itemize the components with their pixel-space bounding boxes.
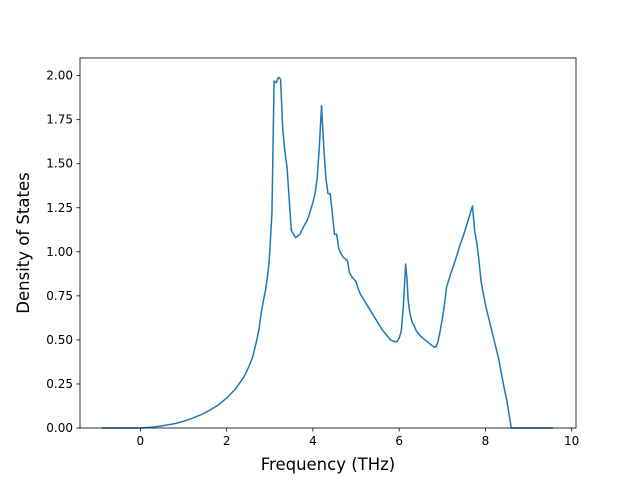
x-tick-label: 0 (137, 434, 145, 448)
plot-area (80, 58, 576, 428)
y-tick-label: 2.00 (46, 69, 73, 83)
y-tick-label: 0.50 (46, 333, 73, 347)
x-axis-label: Frequency (THz) (261, 455, 396, 474)
y-axis-ticks: 0.00 0.25 0.50 0.75 1.00 1.25 1.50 1.75 2.00 (46, 69, 80, 435)
y-tick-label: 1.75 (46, 113, 73, 127)
x-tick-label: 6 (395, 434, 403, 448)
x-tick-label: 2 (223, 434, 231, 448)
y-tick-label: 0.25 (46, 377, 73, 391)
y-tick-label: 1.00 (46, 245, 73, 259)
y-axis-label: Density of States (14, 172, 33, 313)
y-tick-label: 1.50 (46, 157, 73, 171)
x-tick-label: 4 (309, 434, 317, 448)
x-axis-ticks: 0 2 4 6 8 10 (137, 428, 579, 448)
y-tick-label: 0.00 (46, 421, 73, 435)
y-tick-label: 1.25 (46, 201, 73, 215)
x-tick-label: 8 (482, 434, 490, 448)
dos-line (101, 76, 554, 429)
y-tick-label: 0.75 (46, 289, 73, 303)
x-tick-label: 10 (564, 434, 579, 448)
plot-frame (79, 57, 577, 429)
